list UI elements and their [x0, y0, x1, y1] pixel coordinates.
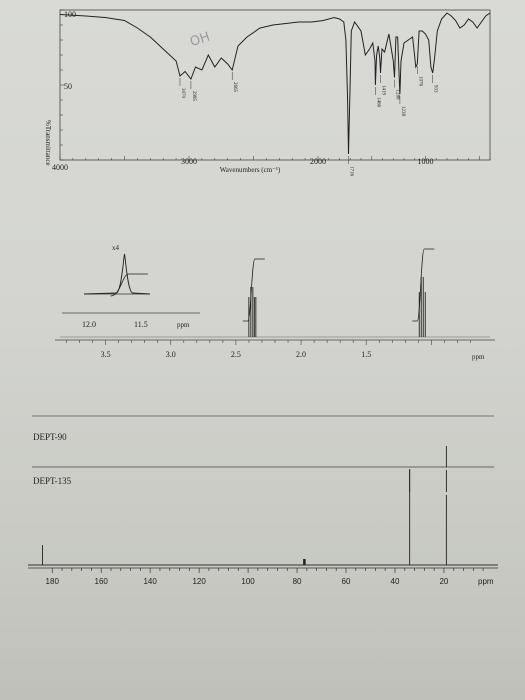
h-nmr-x-label: ppm: [472, 353, 485, 361]
c-nmr-tick-labels: 180 160 140 120 100 80 60 40 20: [46, 577, 449, 586]
ir-y-label: %Transmittance: [44, 120, 52, 166]
h-nmr-ticks: [66, 340, 471, 345]
c-nmr-tick-label: 120: [192, 577, 206, 586]
h-nmr-integral: [242, 258, 265, 322]
c-nmr-tick-label: 100: [241, 577, 255, 586]
ir-peak-label: 1238: [400, 106, 405, 117]
ir-x-tick-2000: 2000: [310, 157, 326, 166]
ir-peak-label: 3070: [180, 88, 185, 99]
h-nmr-inset: x4 12.0 11.5 ppm: [62, 244, 200, 329]
c-nmr-tick-label: 180: [46, 577, 60, 586]
ir-peak-label: 1419: [380, 85, 385, 96]
dept-90-spectrum: DEPT-90: [32, 415, 494, 468]
ir-x-tick-3000: 3000: [181, 157, 197, 166]
h-nmr-integral: [412, 248, 435, 322]
dept-135-label: DEPT-135: [33, 476, 72, 486]
ir-y-tick-50: 50: [64, 82, 72, 91]
c-nmr-peaks: [41, 469, 447, 565]
dept-135-spectrum: DEPT-135: [33, 470, 447, 492]
ir-y-tick-100: 100: [64, 10, 76, 19]
ir-peak-label: 1466: [375, 97, 380, 108]
ir-handwritten-oh: OH: [188, 30, 212, 50]
c-nmr-tick-label: 40: [391, 577, 400, 586]
ir-x-tick-4000: 4000: [52, 163, 68, 172]
c-nmr-spectrum: 180 160 140 120 100 80 60 40 20 ppm: [28, 469, 498, 586]
c-nmr-tick-label: 80: [293, 577, 302, 586]
ir-peak-label: 2985: [191, 91, 196, 102]
h-nmr-tick-label: 2.0: [296, 350, 306, 359]
h-nmr-tick-label: 3.5: [101, 350, 111, 359]
inset-ppm-label: ppm: [177, 321, 190, 329]
inset-tick-12: 12.0: [82, 320, 96, 329]
h-nmr-tick-labels: 3.5 3.0 2.5 2.0 1.5: [101, 350, 372, 359]
ir-peak-label: 933: [433, 85, 438, 93]
ir-peak-label: 1716: [349, 166, 354, 177]
ir-trace: [59, 12, 491, 155]
h-nmr-tick-label: 2.5: [231, 350, 241, 359]
c-nmr-tick-label: 60: [342, 577, 351, 586]
dept-135-peaks: [409, 470, 447, 492]
ir-peak-label: 1076: [417, 76, 422, 87]
c-nmr-tick-label: 160: [95, 577, 109, 586]
ir-x-label: Wavenumbers (cm⁻¹): [220, 166, 281, 174]
c-nmr-ticks: [51, 568, 484, 573]
c-nmr-tick-label: 140: [143, 577, 157, 586]
ir-peak-label: 1288: [395, 90, 400, 101]
ir-peak-label: 2665: [232, 82, 237, 93]
c-nmr-tick-label: 20: [439, 577, 448, 586]
h-nmr-tick-label: 3.0: [166, 350, 176, 359]
inset-x4-label: x4: [112, 244, 120, 252]
h-nmr-spectrum: 3.5 3.0 2.5 2.0 1.5 ppm x4 12.0 11.5 ppm: [55, 244, 495, 361]
ir-frame: [59, 9, 491, 161]
ir-ticks: [59, 9, 491, 161]
inset-integral: [110, 273, 148, 297]
c-nmr-x-label: ppm: [478, 577, 494, 586]
inset-tick-11-5: 11.5: [134, 320, 148, 329]
h-nmr-tick-label: 1.5: [361, 350, 371, 359]
ir-x-tick-1000: 1000: [418, 157, 434, 166]
h-nmr-peaks: [242, 248, 435, 337]
dept-90-label: DEPT-90: [33, 432, 67, 442]
